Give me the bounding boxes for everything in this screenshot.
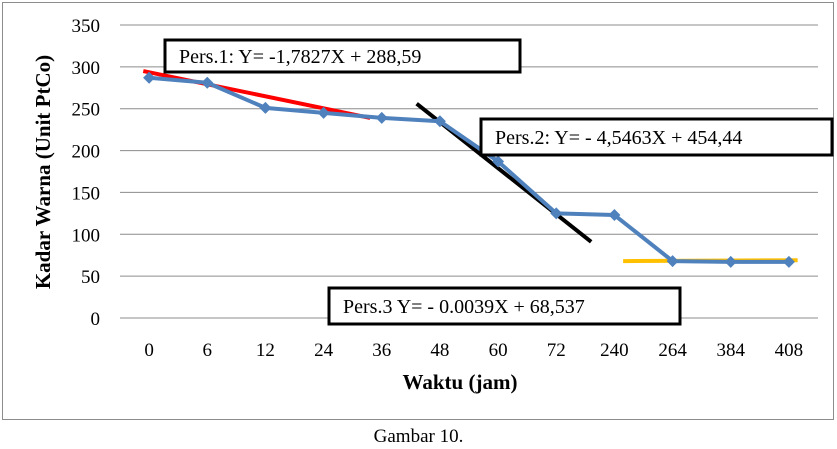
data-point <box>201 76 214 89</box>
y-tick-label: 0 <box>91 309 101 330</box>
x-tick-label: 0 <box>144 340 154 361</box>
data-series <box>143 71 795 268</box>
y-tick-label: 100 <box>72 225 101 246</box>
equation-annotations: Pers.1: Y= -1,7827X + 288,59 Pers.2: Y= -… <box>163 38 834 326</box>
equation-box-border <box>327 286 682 326</box>
x-tick-label: 6 <box>203 340 213 361</box>
x-tick-label: 384 <box>717 340 746 361</box>
y-tick-label: 50 <box>81 267 100 288</box>
y-tick-label: 250 <box>72 100 101 121</box>
x-tick-label: 12 <box>256 340 275 361</box>
equation-box-border <box>163 38 522 74</box>
data-point <box>433 115 446 128</box>
x-tick-label: 24 <box>314 340 334 361</box>
data-point <box>492 155 505 168</box>
figure-caption: Gambar 10. <box>373 426 464 447</box>
x-tick-label: 36 <box>372 340 391 361</box>
x-tick-label: 72 <box>547 340 566 361</box>
series-line <box>148 75 789 264</box>
trendline-1 <box>142 69 371 120</box>
chart-frame <box>2 2 834 420</box>
x-tick-label: 48 <box>430 340 449 361</box>
data-point <box>259 101 272 114</box>
y-tick-label: 150 <box>72 183 101 204</box>
data-point <box>782 255 795 268</box>
line-chart: 0 50 100 150 200 250 300 350 0 6 12 24 36 48 60 72 240 2… <box>31 16 834 394</box>
equation-box-border <box>479 117 834 157</box>
x-tick-label: 408 <box>775 340 804 361</box>
x-tick-label: 264 <box>658 340 687 361</box>
equation-box-1: Pers.1: Y= -1,7827X + 288,59 <box>163 38 522 74</box>
data-point <box>550 207 563 220</box>
y-tick-label: 350 <box>72 16 101 37</box>
data-point <box>375 111 388 124</box>
y-tick-label: 200 <box>72 142 101 163</box>
y-axis-title: Kadar Warna (Unit PtCo) <box>31 55 55 289</box>
data-point <box>143 71 156 84</box>
data-point <box>724 255 737 268</box>
x-axis-ticks: 0 6 12 24 36 48 60 72 240 264 384 408 <box>144 340 803 361</box>
x-axis-title: Waktu (jam) <box>403 370 518 394</box>
x-tick-label: 60 <box>489 340 508 361</box>
equation-box-2: Pers.2: Y= - 4,5463X + 454,44 <box>479 117 834 157</box>
data-point <box>317 106 330 119</box>
data-point <box>608 209 621 222</box>
data-point <box>666 255 679 268</box>
equation-label: Pers.3 Y= - 0.0039X + 68,537 <box>343 296 585 318</box>
equation-label: Pers.2: Y= - 4,5463X + 454,44 <box>495 127 742 149</box>
equation-label: Pers.1: Y= -1,7827X + 288,59 <box>179 46 421 68</box>
equation-box-3: Pers.3 Y= - 0.0039X + 68,537 <box>327 286 682 326</box>
x-tick-label: 240 <box>600 340 629 361</box>
y-tick-label: 300 <box>72 58 101 79</box>
y-axis-ticks: 0 50 100 150 200 250 300 350 <box>72 16 101 330</box>
